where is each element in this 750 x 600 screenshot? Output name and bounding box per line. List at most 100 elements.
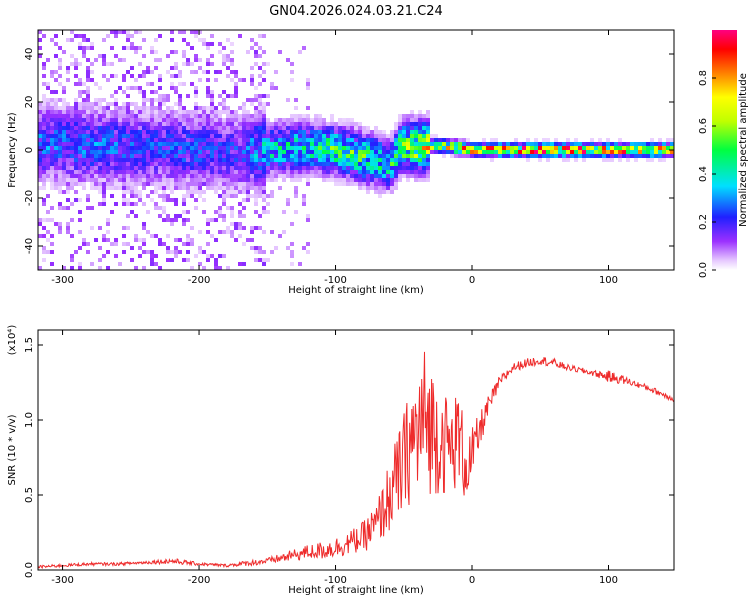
spectrogram-cell	[106, 150, 110, 154]
spectrogram-cell	[90, 62, 94, 66]
spectrogram-cell	[146, 118, 150, 122]
spectrogram-cell	[354, 138, 358, 142]
spectrogram-cell	[366, 146, 370, 150]
spectrogram-cell	[390, 174, 394, 178]
spectrogram-cell	[402, 122, 406, 126]
spectrogram-cell	[322, 166, 326, 170]
spectrogram-cell	[290, 130, 294, 134]
spectrogram-cell	[574, 158, 578, 162]
spectrogram-cell	[94, 182, 98, 186]
spectrogram-cell	[162, 186, 166, 190]
spectrogram-cell	[246, 178, 250, 182]
spectrogram-cell	[154, 122, 158, 126]
spectrogram-cell	[186, 130, 190, 134]
spectrogram-cell	[170, 134, 174, 138]
spectrogram-cell	[446, 146, 450, 150]
spectrogram-cell	[358, 186, 362, 190]
spectrogram-cell	[66, 230, 70, 234]
spectrogram-cell	[50, 122, 54, 126]
spectrogram-cell	[234, 222, 238, 226]
spectrogram-cell	[422, 158, 426, 162]
spectrogram-cell	[38, 54, 42, 58]
spectrogram-cell	[214, 78, 218, 82]
spectrogram-cell	[390, 150, 394, 154]
spectrogram-cell	[58, 126, 62, 130]
spectrogram-cell	[546, 146, 550, 150]
spectrogram-cell	[306, 182, 310, 186]
spectrogram-cell	[590, 146, 594, 150]
spectrogram-cell	[418, 138, 422, 142]
spectrogram-cell	[134, 238, 138, 242]
spectrogram-cell	[118, 150, 122, 154]
spectrogram-cell	[126, 46, 130, 50]
spectrogram-cell	[194, 134, 198, 138]
spectrogram-cell	[278, 158, 282, 162]
spectrogram-cell	[122, 154, 126, 158]
spectrogram-cell	[570, 154, 574, 158]
spectrogram-cell	[398, 118, 402, 122]
spectrogram-cell	[226, 186, 230, 190]
spectrogram-cell	[42, 234, 46, 238]
spectrogram-cell	[342, 182, 346, 186]
spectrogram-cell	[98, 266, 102, 270]
spectrogram-cell	[370, 174, 374, 178]
spectrogram-cell	[190, 110, 194, 114]
spectrogram-cell	[382, 162, 386, 166]
spectrogram-cell	[202, 110, 206, 114]
spectrogram-cell	[342, 138, 346, 142]
spectrogram-cell	[154, 106, 158, 110]
spectrogram-cell	[166, 234, 170, 238]
spectrogram-cell	[110, 102, 114, 106]
spectrogram-cell	[82, 82, 86, 86]
spectrogram-cell	[102, 142, 106, 146]
spectrogram-cell	[194, 118, 198, 122]
spectrogram-cell	[502, 142, 506, 146]
spectrogram-cell	[214, 218, 218, 222]
spectrogram-cell	[82, 166, 86, 170]
spectrogram-cell	[222, 102, 226, 106]
spectrogram-cell	[162, 198, 166, 202]
spectrogram-cell	[138, 146, 142, 150]
spectrogram-cell	[358, 130, 362, 134]
spectrogram-cell	[230, 206, 234, 210]
spectrogram-cell	[246, 174, 250, 178]
spectrogram-cell	[166, 118, 170, 122]
spectrogram-cell	[406, 126, 410, 130]
spectrogram-cell	[122, 162, 126, 166]
spectrogram-cell	[662, 158, 666, 162]
spectrogram-cell	[42, 110, 46, 114]
spectrogram-cell	[230, 130, 234, 134]
spectrogram-cell	[302, 138, 306, 142]
spectrogram-cell	[494, 142, 498, 146]
spectrogram-cell	[134, 202, 138, 206]
spectrogram-cell	[250, 246, 254, 250]
spectrogram-cell	[282, 142, 286, 146]
spectrogram-cell	[174, 66, 178, 70]
spectrogram-cell	[366, 158, 370, 162]
spectrogram-cell	[158, 174, 162, 178]
spectrogram-cell	[254, 162, 258, 166]
spectrogram-cell	[250, 150, 254, 154]
spectrogram-cell	[166, 166, 170, 170]
spectrogram-cell	[90, 78, 94, 82]
spectrogram-cell	[286, 58, 290, 62]
spectrogram-cell	[226, 94, 230, 98]
spectrogram-cell	[58, 190, 62, 194]
spectrogram-cell	[298, 126, 302, 130]
spectrogram-cell	[302, 46, 306, 50]
spectrogram-cell	[314, 166, 318, 170]
spectrogram-cell	[42, 166, 46, 170]
spectrogram-cell	[90, 42, 94, 46]
spectrogram-cell	[42, 218, 46, 222]
spectrogram-cell	[326, 162, 330, 166]
spectrogram-cell	[518, 154, 522, 158]
spectrogram-cell	[286, 134, 290, 138]
spectrogram-cell	[422, 122, 426, 126]
spectrogram-cell	[634, 146, 638, 150]
spectrogram-cell	[246, 50, 250, 54]
spectrogram-cell	[158, 106, 162, 110]
spectrogram-cell	[114, 154, 118, 158]
spectrogram-cell	[178, 98, 182, 102]
spectrogram-cell	[654, 146, 658, 150]
